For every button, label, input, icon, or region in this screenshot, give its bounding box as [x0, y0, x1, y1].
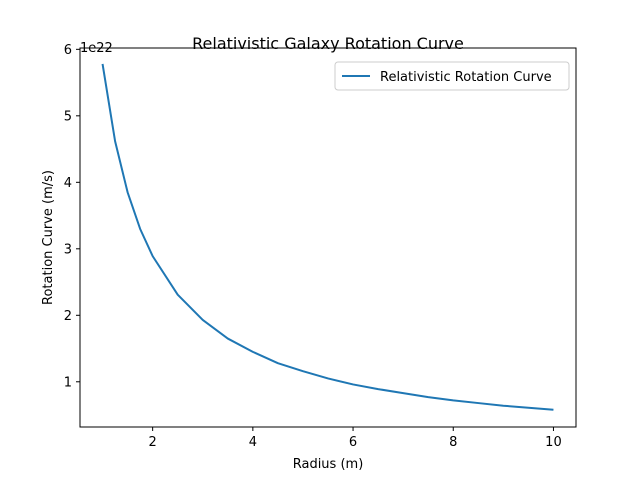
legend-box [334, 61, 570, 91]
plot-area [101, 63, 554, 411]
y-tick-label: 1 [64, 375, 72, 390]
y-tick-label: 6 [64, 43, 72, 58]
y-tick-label: 3 [64, 242, 72, 257]
y-axis-label: Rotation Curve (m/s) [41, 170, 56, 305]
legend-entry-label: Relativistic Rotation Curve [380, 70, 552, 85]
x-tick-label: 4 [249, 435, 257, 450]
x-tick-label: 2 [149, 435, 157, 450]
x-axis-label: Radius (m) [293, 457, 364, 472]
chart-title: Relativistic Galaxy Rotation Curve [192, 34, 464, 53]
series-line [101, 63, 554, 411]
legend: Relativistic Rotation Curve [334, 61, 570, 91]
y-tick-label: 4 [64, 176, 72, 191]
y-tick-label: 2 [64, 309, 72, 324]
x-tick-label: 10 [545, 435, 562, 450]
x-tick-label: 6 [349, 435, 357, 450]
axes-frame [79, 47, 577, 428]
x-tick-label: 8 [449, 435, 457, 450]
y-tick-label: 5 [64, 109, 72, 124]
